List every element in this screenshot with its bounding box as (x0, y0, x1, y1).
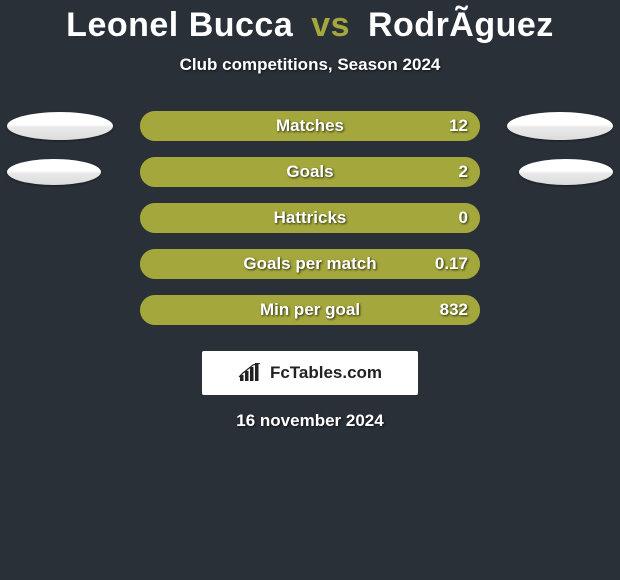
stat-value: 0.17 (435, 249, 468, 279)
stat-bar: Min per goal832 (140, 295, 480, 325)
right-ellipse-icon (507, 112, 613, 140)
page-title: Leonel Bucca vs RodrÃ­guez (0, 0, 620, 45)
left-ellipse-icon (7, 112, 113, 140)
stat-row: Goals per match0.17 (0, 241, 620, 287)
right-ellipse-icon (519, 159, 613, 185)
stat-bar: Hattricks0 (140, 203, 480, 233)
left-ellipse-icon (7, 159, 101, 185)
stat-bar: Goals per match0.17 (140, 249, 480, 279)
stat-value: 0 (459, 203, 468, 233)
stat-label: Min per goal (140, 295, 480, 325)
branding-text: FcTables.com (270, 363, 382, 383)
branding-box: FcTables.com (202, 351, 418, 395)
infographic-container: { "title": { "player1": "Leonel Bucca", … (0, 0, 620, 580)
bar-chart-icon (238, 363, 264, 383)
stat-bar: Matches12 (140, 111, 480, 141)
stat-row: Goals2 (0, 149, 620, 195)
stats-chart: Matches12 Goals2 Hattricks0 Goals per match… (0, 103, 620, 333)
stat-row: Hattricks0 (0, 195, 620, 241)
stat-row: Min per goal832 (0, 287, 620, 333)
stat-value: 12 (449, 111, 468, 141)
vs-separator: vs (311, 6, 350, 44)
stat-label: Hattricks (140, 203, 480, 233)
player1-name: Leonel Bucca (66, 6, 293, 44)
player2-name: RodrÃ­guez (368, 6, 554, 44)
date-text: 16 november 2024 (0, 411, 620, 431)
stat-row: Matches12 (0, 103, 620, 149)
stat-value: 832 (440, 295, 468, 325)
stat-value: 2 (459, 157, 468, 187)
subtitle: Club competitions, Season 2024 (0, 55, 620, 75)
stat-label: Goals (140, 157, 480, 187)
stat-bar: Goals2 (140, 157, 480, 187)
stat-label: Goals per match (140, 249, 480, 279)
stat-label: Matches (140, 111, 480, 141)
